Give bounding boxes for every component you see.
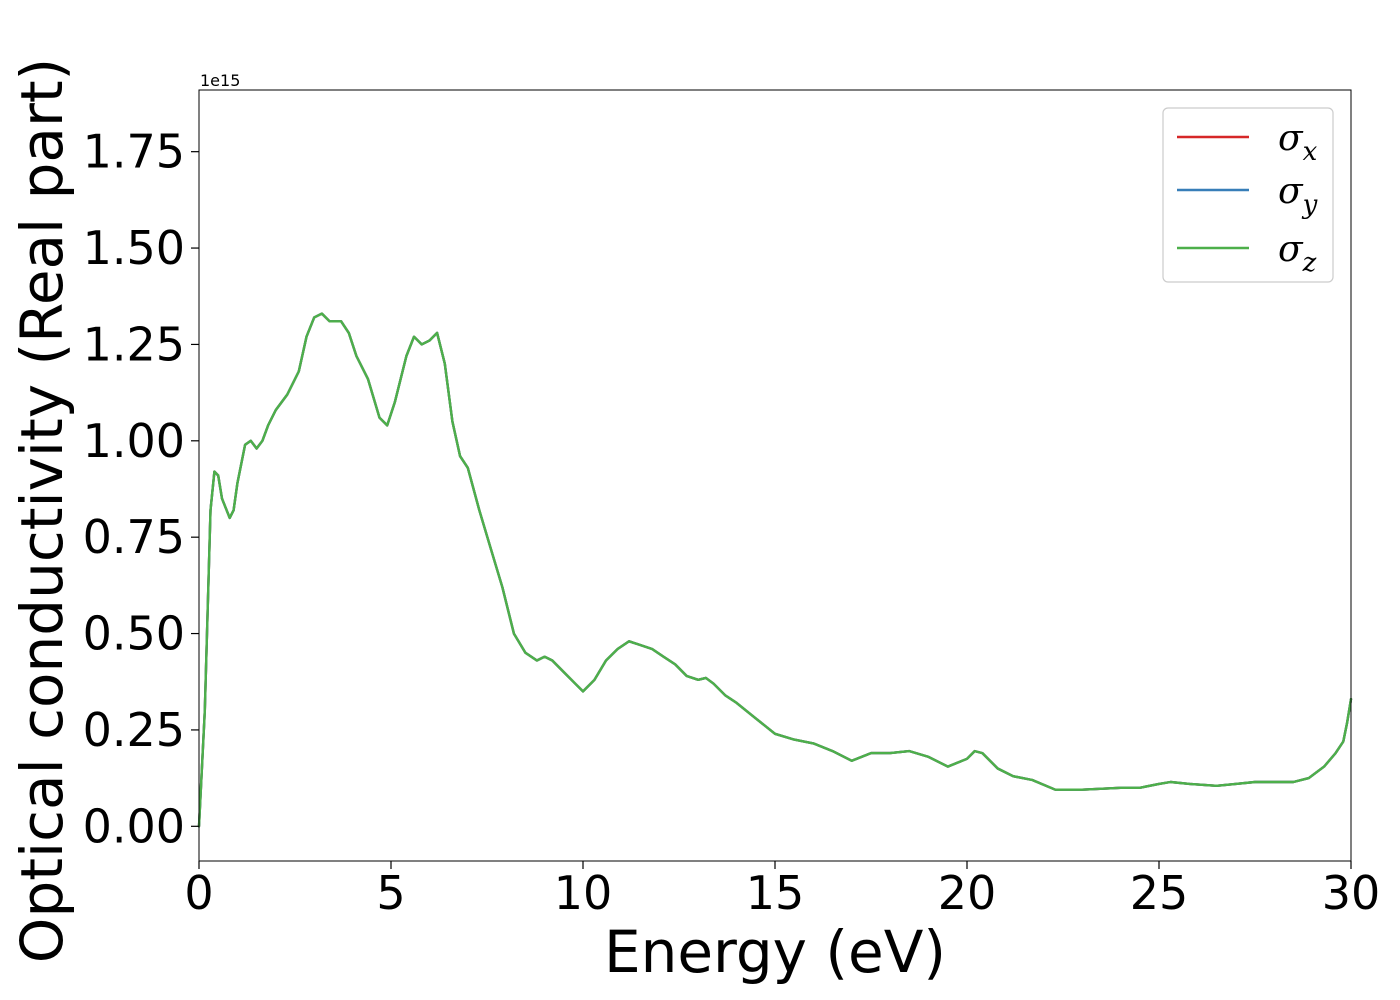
y-tick-label: 1.75: [83, 125, 185, 179]
legend-label: σz: [1278, 229, 1317, 278]
y-tick-label: 0.00: [83, 799, 185, 853]
x-tick-label: 30: [1322, 866, 1381, 920]
legend-box: [1162, 107, 1334, 283]
legend-label: σy: [1278, 171, 1318, 220]
x-tick-label: 10: [554, 866, 613, 920]
x-tick-label: 0: [184, 866, 213, 920]
x-tick-label: 5: [376, 866, 405, 920]
y-axis-label: Optical conductivity (Real part): [8, 58, 76, 963]
series-line-undefined: [197, 312, 1353, 828]
y-tick-label: 1.50: [83, 221, 185, 275]
y-tick-label: 0.25: [83, 703, 185, 757]
legend-label: σx: [1278, 118, 1318, 167]
x-tick-label: 15: [746, 866, 805, 920]
x-axis: 0 5 10 15 20 25 30: [184, 861, 1380, 920]
x-axis-label: Energy (eV): [604, 918, 946, 986]
y-axis: 0.00 0.25 0.50 0.75 1.00 1.25 1.50 1.75: [83, 125, 199, 853]
y-tick-label: 0.75: [83, 510, 185, 564]
series-layer: [197, 312, 1353, 828]
y-offset-label: 1e15: [200, 71, 240, 90]
y-tick-label: 1.25: [83, 317, 185, 371]
y-tick-label: 1.00: [83, 414, 185, 468]
y-tick-label: 0.50: [83, 607, 185, 661]
x-tick-label: 25: [1130, 866, 1189, 920]
x-tick-label: 20: [938, 866, 997, 920]
